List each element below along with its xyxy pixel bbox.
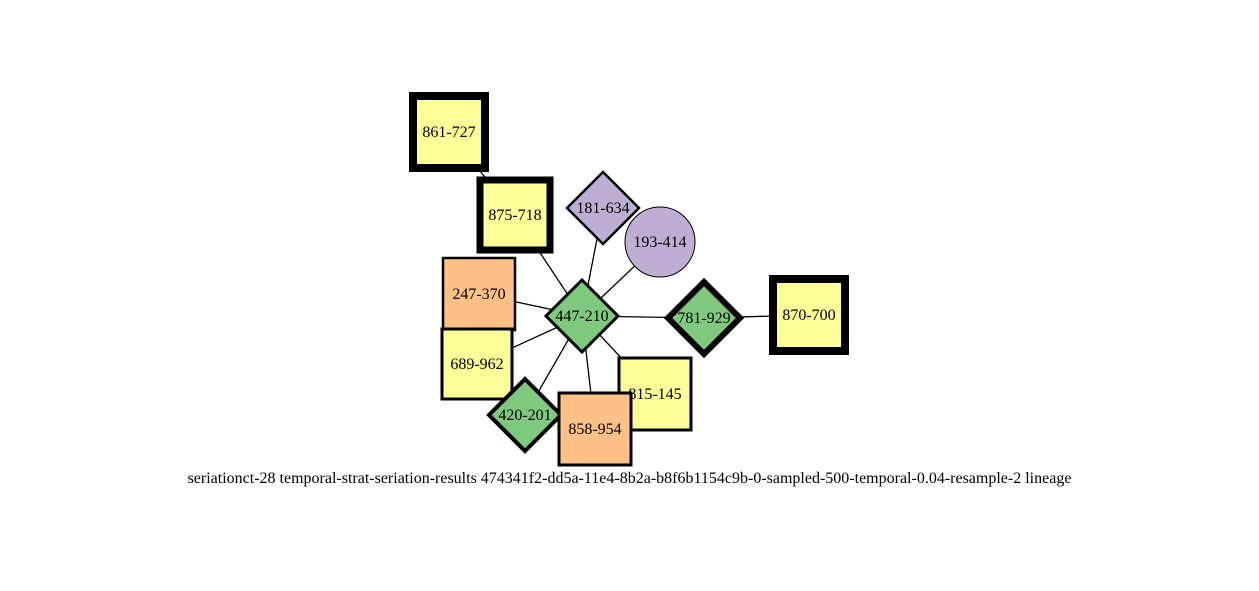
- node-shape-square: [557, 391, 633, 467]
- node-label: 875-718: [488, 207, 541, 224]
- node-247-370[interactable]: 247-370: [441, 256, 517, 332]
- node-shape-diamond: [486, 376, 564, 454]
- node-420-201[interactable]: 420-201: [486, 376, 564, 454]
- node-label: 447-210: [555, 308, 608, 325]
- node-label: 870-700: [782, 307, 835, 324]
- node-label: 861-727: [422, 124, 475, 141]
- node-689-962[interactable]: 689-962: [440, 327, 514, 401]
- node-447-210[interactable]: 447-210: [543, 277, 621, 355]
- node-shape-diamond: [663, 277, 745, 359]
- node-label: 193-414: [633, 234, 686, 251]
- node-label: 247-370: [452, 286, 505, 303]
- node-875-718[interactable]: 875-718: [476, 176, 554, 254]
- node-label: 689-962: [450, 356, 503, 373]
- node-label: 420-201: [498, 407, 551, 424]
- node-shape-square: [769, 275, 849, 355]
- node-shape-diamond: [565, 170, 641, 246]
- node-181-634[interactable]: 181-634: [565, 170, 641, 246]
- node-label: 858-954: [568, 421, 621, 438]
- node-193-414[interactable]: 193-414: [624, 206, 696, 278]
- node-shape-square: [441, 256, 517, 332]
- node-label: 181-634: [576, 200, 629, 217]
- node-label: 815-145: [628, 386, 681, 403]
- node-858-954[interactable]: 858-954: [557, 391, 633, 467]
- node-870-700[interactable]: 870-700: [769, 275, 849, 355]
- node-shape-diamond: [543, 277, 621, 355]
- graph-caption: seriationct-28 temporal-strat-seriation-…: [187, 470, 1072, 487]
- node-861-727[interactable]: 861-727: [409, 92, 489, 172]
- node-shape-square: [409, 92, 489, 172]
- node-781-929[interactable]: 781-929: [663, 277, 745, 359]
- node-shape-circle: [624, 206, 696, 278]
- node-shape-square: [476, 176, 554, 254]
- node-shape-square: [440, 327, 514, 401]
- node-label: 781-929: [677, 310, 730, 327]
